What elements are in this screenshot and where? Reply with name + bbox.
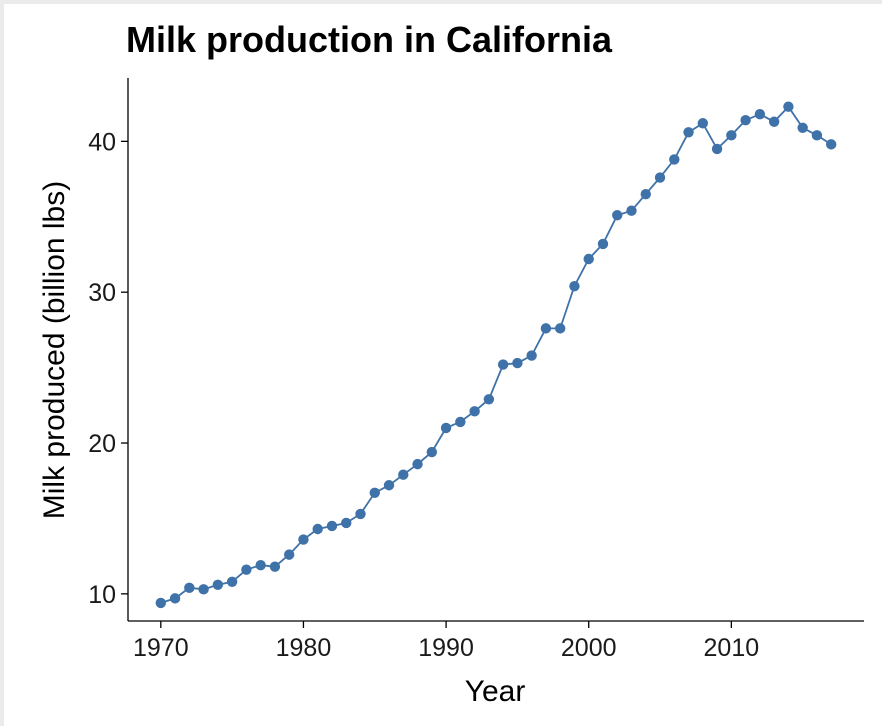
data-point [640,188,651,200]
data-point [355,508,366,520]
data-point [341,517,352,529]
data-point [312,523,323,535]
data-point [554,323,566,334]
data-point [326,520,338,532]
x-tick-label: 1990 [418,634,474,662]
data-point [597,238,609,250]
data-point [569,280,580,292]
data-point [298,534,309,545]
data-point [811,130,823,141]
data-point [412,458,423,470]
data-point [155,597,167,609]
data-point [440,422,452,434]
data-point [797,122,808,133]
data-point [783,101,794,112]
y-tick-label: 20 [88,430,116,458]
data-point [654,172,666,183]
data-point [283,549,295,560]
data-point [255,559,266,571]
data-point [369,487,380,498]
y-tick-label: 10 [88,581,116,609]
x-tick-label: 1980 [276,634,332,662]
x-tick-label: 2000 [561,634,617,662]
data-point [740,115,751,126]
data-point [241,564,252,575]
data-point [726,130,737,141]
data-point [711,143,723,155]
data-point [612,210,623,221]
data-point [226,576,238,587]
milk-production-chart: Milk production in California 10 20 30 40 1… [38,19,864,708]
data-point [455,416,466,428]
data-point [184,582,195,594]
y-axis-title: Milk produced (billion lbs) [38,181,71,519]
chart-title: Milk production in California [126,19,613,60]
data-point [540,323,552,334]
data-point [512,357,523,369]
y-tick-label: 40 [88,128,116,156]
data-point [754,109,766,120]
x-tick-label: 1970 [133,634,189,662]
data-point [768,116,780,127]
data-point [669,154,680,165]
x-tick-label: 2010 [704,634,760,662]
data-point [497,359,509,370]
data-point [383,480,395,491]
data-point [626,205,637,216]
x-axis: 1970 1980 1990 2000 2010 [133,621,759,662]
data-point [212,579,224,590]
data-point [169,593,181,604]
plot-area [155,101,837,609]
data-point [269,561,281,572]
data-point [483,394,495,405]
x-axis-title: Year [465,675,526,708]
data-point [825,139,837,150]
chart-frame: Milk production in California 10 20 30 40 1… [4,4,882,726]
series-line [160,105,832,604]
y-tick-label: 30 [88,279,116,307]
data-point [526,350,537,361]
data-point [469,406,480,417]
y-axis: 10 20 30 40 [88,128,128,609]
data-point [697,118,709,129]
data-point [198,584,209,595]
data-point [683,127,694,138]
data-point [583,253,594,265]
data-point [398,469,409,480]
data-point [426,446,438,458]
